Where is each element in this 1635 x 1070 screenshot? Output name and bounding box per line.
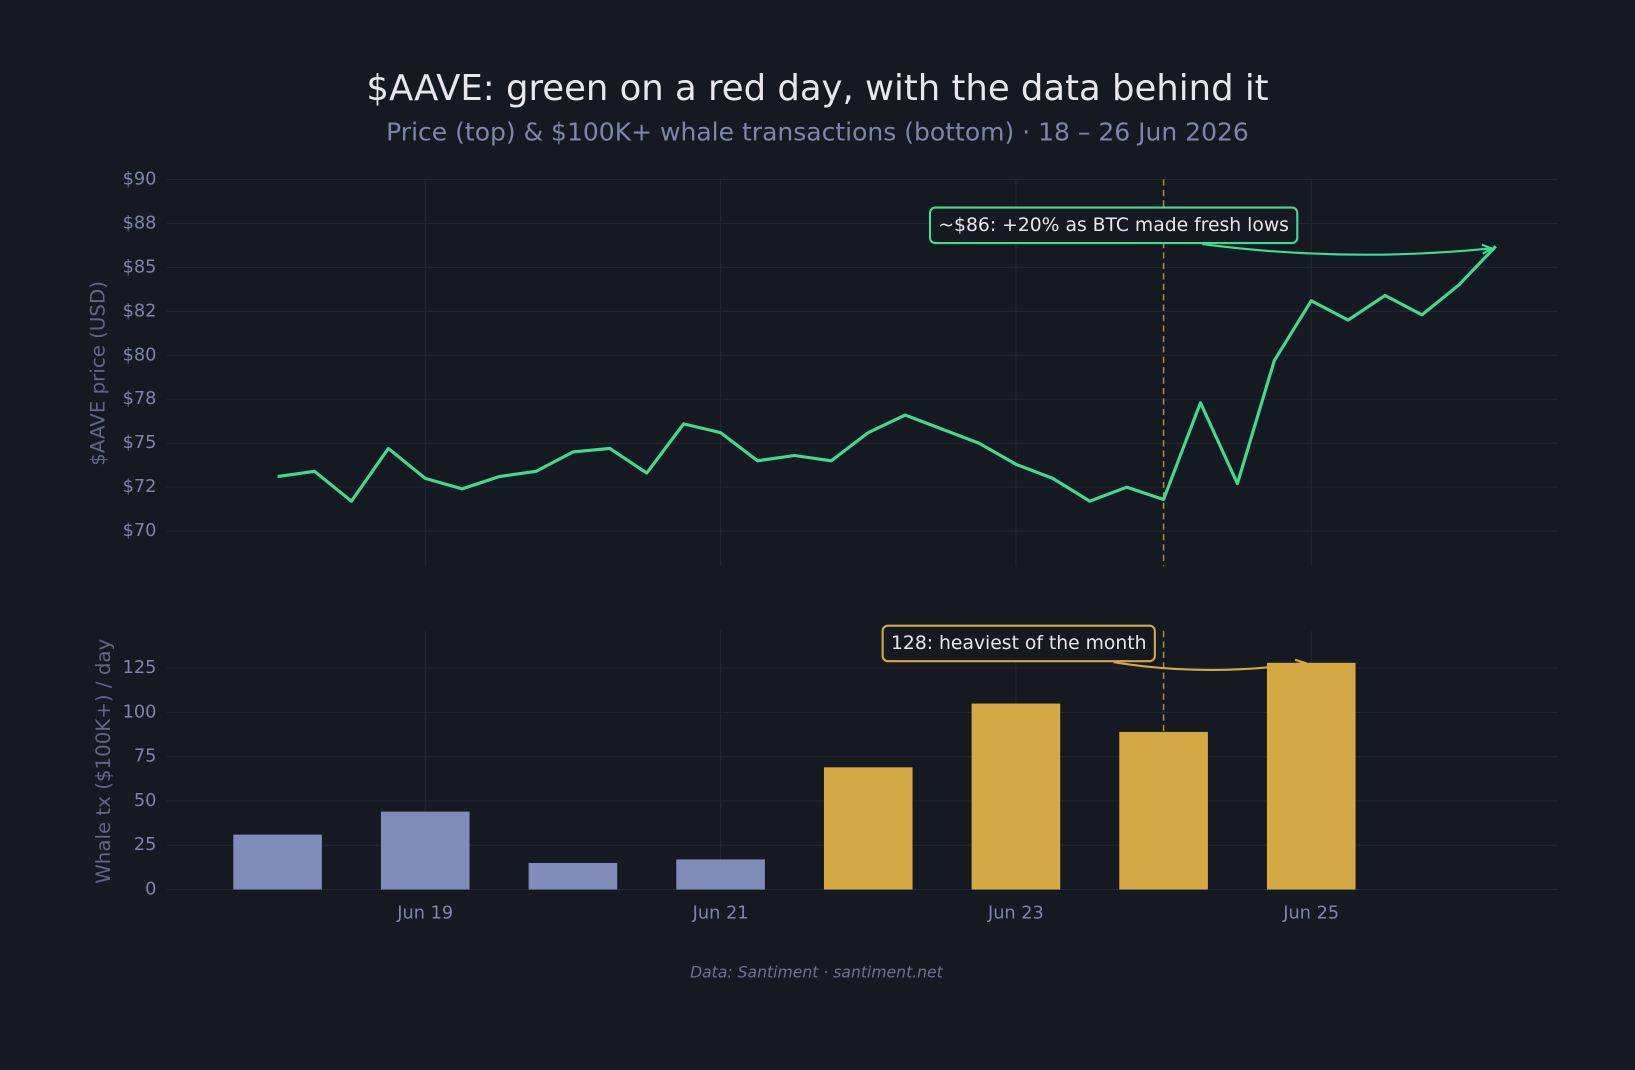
y-tick-label: $75 (123, 433, 157, 453)
y-tick-label: $70 (123, 521, 157, 541)
x-tick-label: Jun 25 (1282, 904, 1339, 924)
y-tick-label: $72 (123, 477, 157, 497)
annotation-arrow (1202, 243, 1492, 256)
y-tick-label: $88 (123, 213, 157, 233)
source-note: Data: Santiment · santiment.net (690, 962, 944, 981)
annotation-text: ~$86: +20% as BTC made fresh lows (938, 215, 1289, 236)
annotation-arrowhead (1481, 243, 1495, 255)
y-tick-label: 75 (134, 747, 157, 767)
bar (823, 767, 913, 890)
y-tick-label: $82 (123, 301, 157, 321)
bar (971, 703, 1061, 890)
bar (676, 859, 765, 890)
x-tick-label: Jun 21 (692, 904, 749, 924)
y-tick-label: 50 (134, 791, 157, 811)
y-tick-label: 25 (134, 835, 157, 855)
bar (528, 862, 618, 890)
y-tick-label: $90 (123, 169, 157, 189)
y-tick-label: $85 (123, 257, 157, 277)
bar (233, 834, 322, 890)
chart-subtitle: Price (top) & $100K+ whale transactions … (386, 118, 1249, 147)
bar (1266, 662, 1356, 890)
y-tick-label: 100 (123, 702, 157, 722)
y-axis-label: $AAVE price (USD) (87, 281, 110, 466)
price-line (277, 245, 1497, 503)
annotation-arrow (1113, 661, 1306, 672)
annotation-box (928, 206, 1299, 245)
y-tick-label: 125 (123, 658, 157, 678)
x-tick-label: Jun 19 (396, 904, 453, 924)
x-tick-label: Jun 23 (987, 904, 1044, 924)
bar (380, 811, 470, 890)
annotation-box (881, 624, 1156, 663)
y-tick-label: $80 (123, 345, 157, 365)
annotation-arrowhead (1294, 658, 1308, 670)
annotation-text: 128: heaviest of the month (891, 633, 1147, 654)
bar (1119, 731, 1208, 890)
y-axis-label: Whale tx ($100K+) / day (92, 638, 115, 883)
chart-title: $AAVE: green on a red day, with the data… (366, 68, 1268, 109)
y-tick-label: 0 (145, 880, 156, 900)
y-tick-label: $78 (123, 389, 157, 409)
